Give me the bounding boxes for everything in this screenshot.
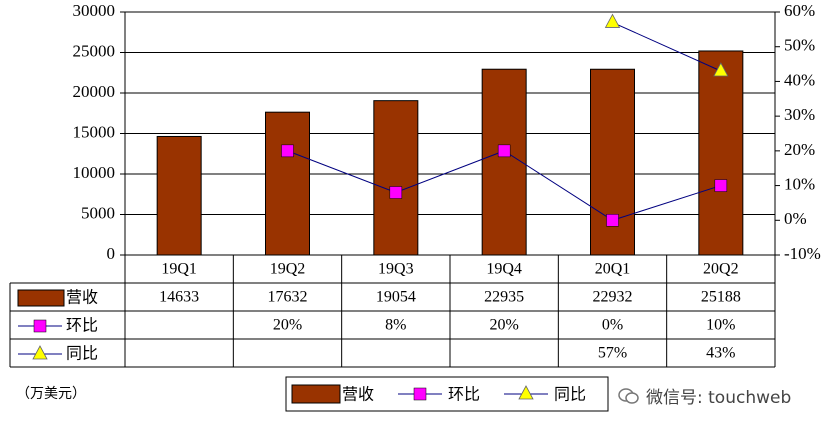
table-cell: 0%	[602, 317, 623, 334]
table-series-name: 环比	[66, 316, 98, 335]
right-tick-label: 50%	[784, 36, 815, 55]
right-tick-label: 40%	[784, 70, 815, 89]
legend-marker	[413, 387, 427, 401]
table-cell: 22932	[593, 289, 633, 306]
legend-label: 同比	[554, 385, 586, 404]
right-tick-label: 60%	[784, 1, 815, 20]
table-cell: 57%	[598, 345, 627, 362]
point-marker	[604, 13, 621, 28]
legend-marker	[518, 385, 534, 400]
table-key-marker	[33, 319, 47, 333]
table-series-name: 同比	[66, 344, 98, 363]
bar	[481, 68, 527, 256]
table-key-bar	[17, 289, 65, 307]
right-tick-label: 0%	[784, 209, 807, 228]
bars	[156, 50, 744, 256]
point-marker	[713, 62, 729, 77]
table-cell: 25188	[701, 289, 741, 306]
point-marker	[606, 214, 619, 227]
point-marker	[497, 144, 511, 158]
bar	[373, 100, 419, 256]
legend-label: 营收	[342, 385, 374, 404]
watermark: 微信号: touchweb	[618, 383, 791, 408]
table-cell: 20%	[273, 317, 302, 334]
right-tick-label: 20%	[784, 140, 815, 159]
legend-swatch	[291, 384, 341, 404]
table-cell: 14633	[159, 289, 199, 306]
table-cell: 22935	[484, 289, 524, 306]
table-cell: 43%	[706, 345, 735, 362]
point-marker	[714, 179, 728, 192]
bar	[698, 50, 744, 256]
right-tick-label: 10%	[784, 174, 815, 193]
unit-label: （万美元）	[16, 386, 86, 402]
table-cell: 19054	[376, 289, 416, 306]
legend-label: 环比	[448, 385, 480, 404]
point-marker	[389, 186, 403, 199]
series-lines	[281, 13, 729, 227]
category-label: 20Q2	[703, 261, 739, 278]
right-tick-label: -10%	[784, 244, 821, 263]
left-tick-label: 20000	[73, 82, 116, 101]
left-tick-label: 10000	[73, 163, 116, 182]
watermark-text: 微信号: touchweb	[646, 388, 792, 408]
bar	[590, 68, 635, 256]
left-tick-label: 5000	[81, 203, 115, 222]
table-series-name: 营收	[66, 288, 98, 307]
table-cell: 20%	[490, 317, 519, 334]
data-table: 19Q1 19Q2 19Q3 19Q4 20Q1 20Q2 营收 14633 17632 1905…	[9, 254, 776, 368]
left-tick-label: 0	[107, 244, 116, 263]
category-label: 19Q3	[378, 261, 414, 278]
bar	[265, 111, 310, 256]
wechat-icon	[618, 387, 640, 405]
legend: 营收 环比 同比	[285, 376, 609, 412]
left-tick-label: 30000	[73, 1, 116, 20]
category-label: 19Q4	[486, 261, 522, 278]
left-tick-label: 15000	[73, 122, 116, 141]
left-tick-label: 25000	[73, 41, 116, 60]
table-cell: 10%	[706, 317, 735, 334]
category-label: 19Q1	[161, 261, 197, 278]
bar	[156, 135, 202, 256]
axes: 0 5000 10000 15000 20000 25000 30000 -10% 0% 10% 2…	[73, 1, 821, 263]
table-key-marker	[32, 345, 48, 360]
table-cell: 17632	[268, 289, 308, 306]
table-cell: 8%	[385, 317, 406, 334]
category-label: 19Q2	[270, 261, 306, 278]
category-label: 20Q1	[595, 261, 631, 278]
gridlines	[125, 11, 775, 256]
series-line	[612, 21, 722, 72]
right-tick-label: 30%	[784, 105, 815, 124]
point-marker	[281, 144, 294, 158]
